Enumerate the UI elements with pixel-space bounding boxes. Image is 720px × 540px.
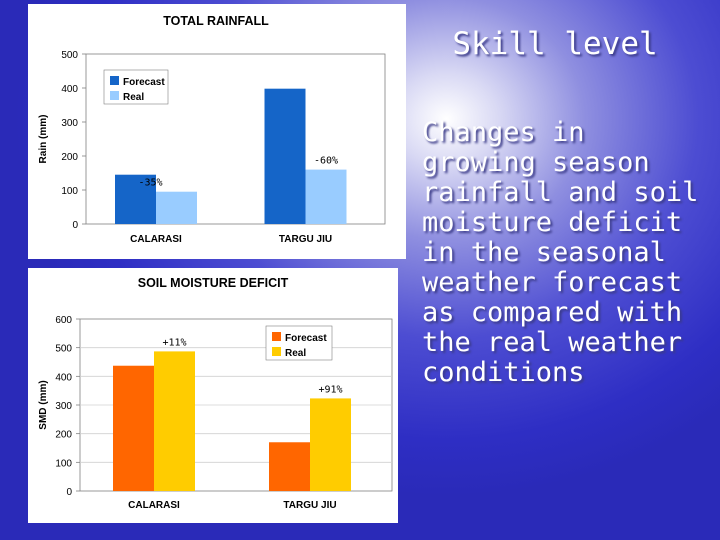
y-tick-label: 400 (55, 372, 72, 383)
y-tick-label: 0 (66, 487, 72, 498)
bar-real-targu-jiu (305, 169, 347, 224)
slide-body-text: Changes in growing season rainfall and s… (422, 117, 699, 388)
change-annotation: -60% (314, 156, 338, 167)
change-annotation: -35% (138, 178, 162, 189)
soil-moisture-chart: SOIL MOISTURE DEFICIT 0 100 200 300 400 500 600… (38, 276, 393, 511)
bar-forecast-calarasi (115, 174, 156, 224)
y-tick-label: 300 (61, 118, 78, 129)
y-axis-label: SMD (mm) (38, 380, 49, 429)
rainfall-chart: TOTAL RAINFALL 0 100 200 300 400 500 Rain (mm) C… (38, 14, 386, 245)
y-tick-label: 200 (55, 430, 72, 441)
plot-area (85, 53, 386, 225)
y-tick-label: 100 (61, 186, 78, 197)
x-tick-label: CALARASI (130, 234, 182, 245)
x-tick-label: TARGU JIU (283, 500, 336, 511)
bar-forecast-targu-jiu (264, 88, 306, 225)
rainfall-chart-panel: TOTAL RAINFALL 0 100 200 300 400 500 Rain (mm) C… (28, 4, 406, 259)
legend-label-forecast: Forecast (123, 77, 165, 88)
x-tick-label: TARGU JIU (279, 234, 332, 245)
bar-real-calarasi (154, 351, 195, 491)
bar-real-calarasi (156, 191, 197, 224)
bar-forecast-targu-jiu (269, 442, 310, 491)
y-tick-label: 100 (55, 458, 72, 469)
x-tick-label: CALARASI (128, 500, 180, 511)
chart-title: SOIL MOISTURE DEFICIT (138, 276, 289, 290)
y-tick-label: 600 (55, 315, 72, 326)
chart-title: TOTAL RAINFALL (163, 14, 269, 28)
bar-real-targu-jiu (310, 398, 351, 491)
legend-swatch-forecast (272, 332, 281, 341)
bar-forecast-calarasi (113, 365, 154, 491)
y-tick-label: 0 (72, 220, 78, 231)
change-annotation: +91% (318, 384, 342, 395)
y-tick-label: 400 (61, 84, 78, 95)
legend-label-forecast: Forecast (285, 333, 327, 344)
legend-swatch-forecast (110, 76, 119, 85)
y-tick-label: 500 (55, 344, 72, 355)
legend-label-real: Real (123, 92, 144, 103)
y-axis-label: Rain (mm) (38, 115, 49, 164)
slide-title: Skill level (452, 26, 658, 62)
legend-swatch-real (272, 347, 281, 356)
legend-label-real: Real (285, 348, 306, 359)
y-tick-label: 300 (55, 401, 72, 412)
soil-moisture-chart-panel: SOIL MOISTURE DEFICIT 0 100 200 300 400 500 600… (28, 268, 398, 523)
change-annotation: +11% (162, 337, 186, 348)
y-tick-label: 200 (61, 152, 78, 163)
legend-swatch-real (110, 91, 119, 100)
y-tick-label: 500 (61, 50, 78, 61)
